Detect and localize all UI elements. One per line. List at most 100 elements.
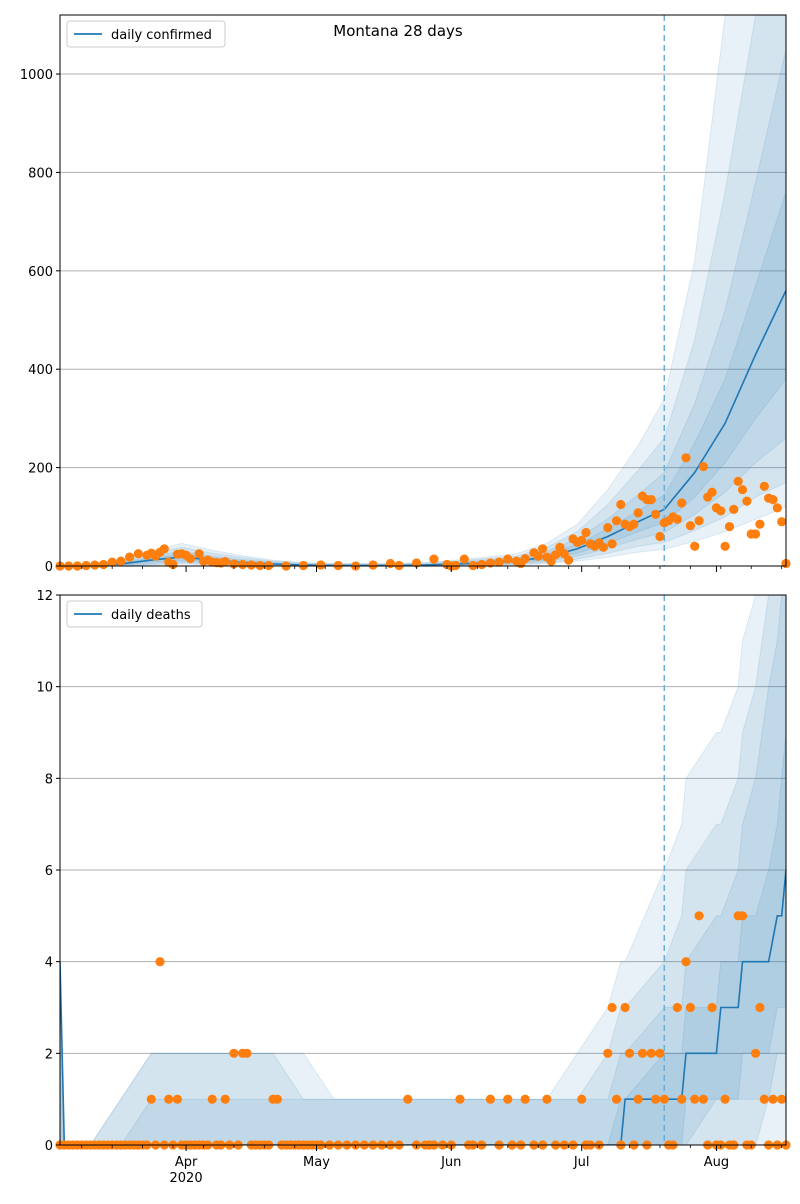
observed-point	[759, 1094, 769, 1104]
y-tick-label: 8	[45, 772, 53, 787]
observed-point	[555, 542, 565, 552]
y-tick-label: 400	[28, 363, 53, 378]
model-line	[60, 869, 786, 1145]
observed-point	[533, 551, 543, 561]
observed-point	[755, 1002, 765, 1013]
observed-point	[207, 1094, 217, 1104]
observed-point	[620, 1002, 630, 1013]
observed-point	[477, 559, 487, 570]
observed-point	[772, 503, 782, 513]
x-tick-label: Apr	[175, 1155, 198, 1170]
observed-point	[577, 535, 587, 546]
observed-point	[168, 559, 178, 570]
observed-point	[603, 1048, 613, 1058]
observed-point	[551, 550, 561, 560]
chart-title: Montana 28 days	[333, 22, 463, 40]
observed-point	[777, 517, 787, 527]
observed-point	[685, 1002, 696, 1013]
y-tick-label: 800	[28, 166, 53, 181]
observed-point	[624, 1048, 635, 1058]
observed-point	[581, 527, 591, 538]
observed-point	[494, 557, 504, 567]
observed-point	[768, 495, 778, 505]
observed-point	[751, 529, 761, 539]
observed-point	[577, 1094, 587, 1104]
observed-point	[538, 544, 548, 554]
observed-point	[598, 542, 609, 552]
observed-point	[720, 541, 730, 551]
uncertainty-band-99	[60, 595, 786, 1145]
observed-point	[633, 1094, 643, 1104]
observed-point	[681, 453, 691, 463]
observed-point	[603, 523, 613, 533]
observed-point	[107, 557, 117, 567]
observed-point	[485, 558, 495, 568]
observed-point	[607, 539, 617, 549]
observed-point	[246, 560, 256, 570]
observed-point	[238, 559, 248, 570]
observed-point	[633, 508, 643, 518]
observed-point	[646, 1048, 656, 1058]
observed-point	[542, 1094, 552, 1104]
observed-point	[755, 519, 765, 529]
observed-point	[429, 554, 439, 564]
y-tick-label: 200	[28, 462, 53, 477]
observed-point	[659, 1094, 669, 1104]
observed-point	[611, 516, 622, 526]
observed-point	[503, 554, 513, 564]
observed-point	[677, 1094, 687, 1104]
x-tick-label: Aug	[704, 1155, 729, 1170]
x-year-label: 2020	[170, 1171, 203, 1186]
observed-point	[164, 1094, 174, 1104]
observed-point	[651, 509, 661, 519]
observed-point	[185, 554, 195, 564]
x-tick-label: May	[303, 1155, 330, 1170]
observed-point	[690, 541, 700, 551]
observed-point	[520, 1094, 530, 1104]
observed-point	[546, 556, 556, 566]
legend: daily confirmed	[66, 20, 226, 48]
observed-point	[646, 495, 656, 505]
observed-point	[616, 499, 626, 510]
observed-point	[777, 1094, 787, 1104]
observed-point	[125, 552, 135, 562]
observed-point	[698, 1094, 709, 1104]
observed-point	[155, 957, 165, 967]
observed-point	[672, 514, 682, 524]
observed-point	[159, 544, 169, 554]
observed-point	[607, 1002, 617, 1013]
observed-point	[272, 1094, 282, 1104]
observed-point	[411, 558, 422, 568]
y-tick-label: 6	[45, 864, 53, 879]
observed-point	[98, 559, 109, 570]
confirmed-panel: 0 200 400 600 800 1000 daily confirmed	[20, 14, 791, 575]
legend-label: daily deaths	[111, 608, 191, 623]
observed-point	[733, 476, 743, 486]
observed-point	[655, 531, 665, 542]
observed-point	[637, 1048, 648, 1058]
observed-point	[455, 1094, 465, 1104]
observed-point	[677, 498, 687, 508]
y-tick-label: 12	[36, 589, 53, 604]
observed-point	[759, 481, 769, 491]
observed-point	[729, 504, 739, 514]
observed-point	[172, 1094, 182, 1104]
y-tick-label: 10	[36, 681, 53, 696]
observed-point	[707, 487, 717, 497]
observed-point	[681, 957, 691, 967]
y-tick-label: 1000	[20, 68, 53, 83]
observed-point	[611, 1094, 622, 1104]
observed-point	[242, 1048, 252, 1058]
uncertainty-band-80	[60, 595, 786, 1145]
observed-point	[720, 1094, 730, 1104]
observed-point	[651, 1094, 661, 1104]
observed-point	[90, 560, 100, 570]
x-tick-label: Jul	[573, 1155, 590, 1170]
observed-point	[737, 911, 748, 921]
observed-point	[316, 560, 326, 570]
observed-point	[485, 1094, 495, 1104]
observed-point	[698, 462, 709, 472]
